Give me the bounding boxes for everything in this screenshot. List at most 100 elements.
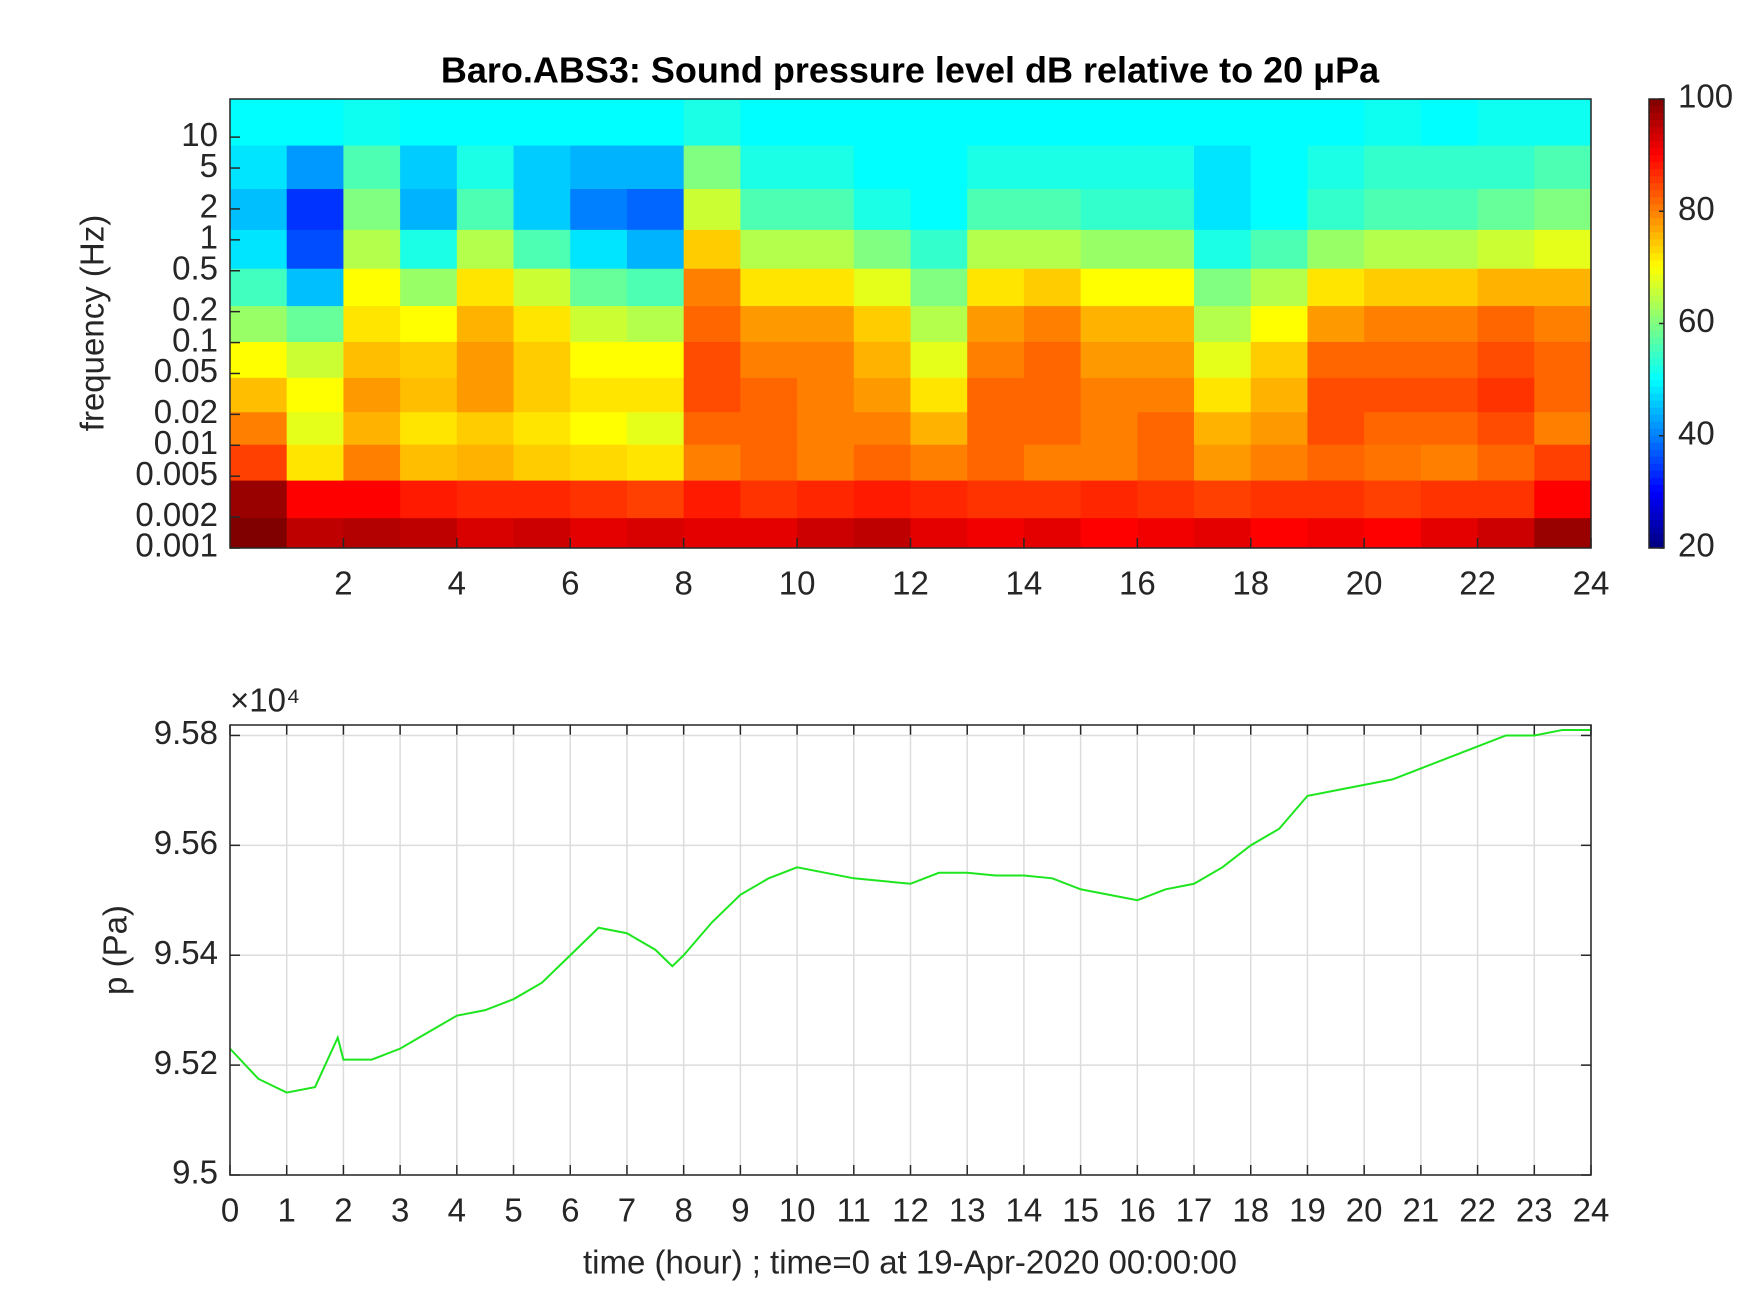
colorbar-swatch xyxy=(1649,162,1664,170)
y-tick-label: 0.02 xyxy=(154,393,218,430)
heatmap-cell xyxy=(1534,188,1592,230)
colorbar-swatch xyxy=(1649,463,1664,472)
heatmap-cell xyxy=(1420,188,1479,230)
heatmap-cell xyxy=(230,377,288,413)
heatmap-cell xyxy=(400,480,458,519)
heatmap-cell xyxy=(910,145,968,189)
heatmap-cell xyxy=(570,377,628,413)
heatmap-cell xyxy=(967,444,1025,481)
colorbar-swatch xyxy=(1649,288,1664,296)
colorbar-swatch xyxy=(1649,372,1664,381)
heatmap-cell xyxy=(683,145,741,189)
heatmap-cell xyxy=(1137,145,1195,189)
heatmap-cell xyxy=(286,145,344,189)
heatmap-cell xyxy=(343,229,401,269)
heatmap-cell xyxy=(1307,377,1365,413)
heatmap-cell xyxy=(797,341,855,378)
heatmap-cell xyxy=(1307,341,1365,378)
heatmap-cell xyxy=(456,305,515,342)
colorbar-swatch xyxy=(1649,260,1664,268)
heatmap-cell xyxy=(797,268,855,307)
heatmap-cell xyxy=(1080,145,1138,189)
heatmap-cell xyxy=(1364,99,1422,146)
heatmap-cell xyxy=(740,229,798,269)
heatmap-cell xyxy=(343,377,401,413)
heatmap-cell xyxy=(1477,145,1535,189)
colorbar-swatch xyxy=(1649,141,1664,149)
colorbar-swatch xyxy=(1649,470,1664,479)
heatmap-cell xyxy=(456,341,515,378)
heatmap-cell xyxy=(513,305,571,342)
colorbar-swatch xyxy=(1649,190,1664,198)
heatmap-cell xyxy=(570,411,628,445)
x-tick-label: 18 xyxy=(1232,565,1269,602)
heatmap-cell xyxy=(570,480,628,519)
heatmap-cell xyxy=(797,517,855,549)
y-tick-label: 1 xyxy=(200,219,218,256)
heatmap-cell xyxy=(1420,377,1479,413)
colorbar-swatch xyxy=(1649,246,1664,254)
colorbar-swatch xyxy=(1649,477,1664,486)
x-tick-label: 16 xyxy=(1119,565,1156,602)
heatmap-cell xyxy=(910,229,968,269)
heatmap-cell xyxy=(1477,305,1535,342)
heatmap-cell xyxy=(513,444,571,481)
heatmap-cell xyxy=(1137,99,1195,146)
heatmap-cell xyxy=(513,99,571,146)
heatmap-cell xyxy=(1250,444,1308,481)
heatmap-cell xyxy=(1307,517,1365,549)
heatmap-cell xyxy=(1023,341,1082,378)
heatmap-cell xyxy=(1080,517,1138,549)
x-tick-label: 12 xyxy=(892,1192,929,1229)
heatmap-cell xyxy=(513,517,571,549)
colorbar-swatch xyxy=(1649,498,1664,507)
heatmap-cell xyxy=(1307,268,1365,307)
heatmap-cell xyxy=(1250,229,1308,269)
heatmap-cell xyxy=(456,377,515,413)
heatmap-cell xyxy=(1364,444,1422,481)
heatmap-cell xyxy=(967,411,1025,445)
heatmap-cell xyxy=(853,411,911,445)
heatmap-cell xyxy=(400,517,458,549)
colorbar-swatch xyxy=(1649,218,1664,226)
colorbar-swatch xyxy=(1649,344,1664,353)
heatmap-cell xyxy=(910,341,968,378)
heatmap-cell xyxy=(740,145,798,189)
heatmap-cell xyxy=(626,411,685,445)
heatmap-cell xyxy=(1420,229,1479,269)
heatmap-cell xyxy=(1137,229,1195,269)
colorbar-swatch xyxy=(1649,323,1664,332)
heatmap-cell xyxy=(1080,411,1138,445)
heatmap-cell xyxy=(1023,99,1082,146)
x-tick-label: 4 xyxy=(448,565,466,602)
y-tick-label: 9.54 xyxy=(154,934,218,971)
axis-multiplier: ×10⁴ xyxy=(230,682,300,719)
heatmap-cell xyxy=(400,268,458,307)
heatmap-cell xyxy=(626,145,685,189)
heatmap-cell xyxy=(1534,268,1592,307)
x-tick-label: 7 xyxy=(618,1192,636,1229)
heatmap-cell xyxy=(910,99,968,146)
heatmap-cell xyxy=(853,377,911,413)
heatmap-cell xyxy=(513,145,571,189)
colorbar-swatch xyxy=(1649,484,1664,493)
x-tick-label: 20 xyxy=(1346,565,1383,602)
heatmap-cell xyxy=(967,145,1025,189)
heatmap-cell xyxy=(626,99,685,146)
heatmap-cell xyxy=(286,305,344,342)
colorbar-swatch xyxy=(1649,239,1664,247)
colorbar-swatch xyxy=(1649,442,1664,451)
heatmap-cell xyxy=(400,305,458,342)
heatmap-cell xyxy=(1250,305,1308,342)
heatmap-cell xyxy=(1534,411,1592,445)
heatmap-cell xyxy=(626,188,685,230)
heatmap-cell xyxy=(1137,188,1195,230)
heatmap-cell xyxy=(967,517,1025,549)
heatmap-cell xyxy=(683,411,741,445)
heatmap-cell xyxy=(1534,229,1592,269)
heatmap-cell xyxy=(797,145,855,189)
colorbar-swatch xyxy=(1649,99,1664,107)
heatmap-cell xyxy=(1023,411,1082,445)
colorbar-swatch xyxy=(1649,106,1664,114)
